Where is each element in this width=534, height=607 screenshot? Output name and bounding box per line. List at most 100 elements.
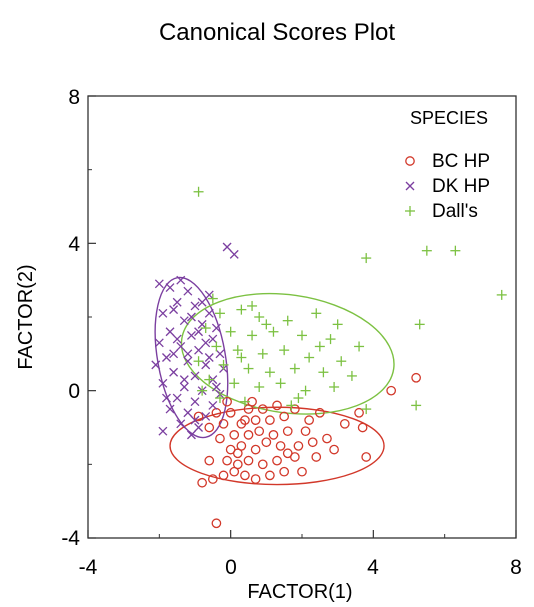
data-point-series-1 xyxy=(190,397,200,407)
confidence-ellipse-2 xyxy=(180,292,395,415)
data-point-series-1 xyxy=(151,360,161,370)
data-point-series-1 xyxy=(158,426,168,436)
data-point-series-0 xyxy=(297,466,307,477)
legend-marker-0 xyxy=(405,156,415,166)
data-point-series-2 xyxy=(214,393,225,404)
data-point-series-1 xyxy=(165,404,175,414)
data-point-series-1 xyxy=(169,305,179,315)
data-point-series-0 xyxy=(322,433,332,444)
data-point-series-1 xyxy=(211,382,221,392)
data-point-series-0 xyxy=(279,466,290,477)
data-point-series-2 xyxy=(336,356,347,367)
data-point-series-0 xyxy=(386,385,397,396)
data-point-series-0 xyxy=(232,459,243,470)
data-point-series-1 xyxy=(183,408,193,418)
data-point-series-0 xyxy=(361,452,372,462)
data-point-series-2 xyxy=(411,400,422,411)
data-point-series-0 xyxy=(225,407,236,418)
x-tick-label: -4 xyxy=(79,556,98,579)
data-point-series-2 xyxy=(314,341,325,352)
data-point-series-0 xyxy=(357,422,368,433)
data-point-series-2 xyxy=(257,348,268,359)
data-point-series-0 xyxy=(207,474,218,484)
data-point-series-2 xyxy=(254,312,265,322)
data-point-series-1 xyxy=(201,411,211,421)
x-tick-label: 0 xyxy=(225,556,237,579)
data-point-series-0 xyxy=(339,418,350,429)
data-point-series-0 xyxy=(215,433,225,444)
data-point-series-2 xyxy=(414,319,425,330)
data-point-series-0 xyxy=(222,455,232,466)
data-point-series-1 xyxy=(176,275,186,285)
y-tick-label: 8 xyxy=(68,86,80,109)
data-point-series-2 xyxy=(325,334,336,345)
data-point-series-0 xyxy=(354,407,364,418)
data-point-series-0 xyxy=(232,448,243,459)
data-point-series-2 xyxy=(300,385,311,396)
data-point-series-2 xyxy=(282,315,293,326)
data-point-series-0 xyxy=(261,437,272,448)
data-point-series-0 xyxy=(304,415,314,425)
data-point-series-1 xyxy=(204,290,214,300)
data-point-series-2 xyxy=(275,378,286,389)
data-point-series-2 xyxy=(225,326,236,337)
data-point-series-2 xyxy=(354,341,365,352)
data-point-series-0 xyxy=(311,452,322,462)
data-point-series-1 xyxy=(176,419,186,429)
data-point-series-2 xyxy=(193,186,204,197)
data-point-series-1 xyxy=(201,338,211,348)
data-point-series-1 xyxy=(165,327,175,337)
data-point-series-0 xyxy=(250,474,261,484)
data-point-series-2 xyxy=(311,308,322,319)
x-tick-label: 8 xyxy=(510,556,522,579)
data-point-series-1 xyxy=(190,371,200,381)
data-point-series-1 xyxy=(158,378,168,388)
data-point-series-0 xyxy=(222,396,232,407)
data-point-series-2 xyxy=(346,370,357,381)
data-point-series-1 xyxy=(222,242,232,252)
data-point-series-2 xyxy=(243,363,254,374)
data-point-series-1 xyxy=(194,345,204,355)
data-point-series-0 xyxy=(300,426,311,437)
data-point-series-0 xyxy=(218,418,229,429)
data-point-series-1 xyxy=(179,316,189,326)
data-point-series-0 xyxy=(265,470,275,481)
data-point-series-2 xyxy=(286,400,297,411)
y-tick-label: 4 xyxy=(68,233,80,256)
data-point-series-2 xyxy=(297,330,307,341)
data-point-series-0 xyxy=(250,415,261,425)
data-point-series-2 xyxy=(214,308,225,319)
data-point-series-1 xyxy=(183,286,193,296)
data-point-series-0 xyxy=(268,430,279,440)
data-point-series-0 xyxy=(272,455,282,466)
data-point-series-2 xyxy=(197,385,208,396)
data-point-series-2 xyxy=(450,245,461,256)
legend-marker-1 xyxy=(405,181,415,191)
data-point-series-2 xyxy=(293,393,304,404)
data-point-series-0 xyxy=(257,459,268,470)
data-point-series-2 xyxy=(304,352,315,363)
data-point-series-1 xyxy=(197,319,207,329)
data-point-series-1 xyxy=(172,334,182,344)
y-axis-label: FACTOR(2) xyxy=(15,264,37,369)
data-point-series-2 xyxy=(289,363,300,374)
data-point-series-1 xyxy=(176,342,186,351)
data-point-series-1 xyxy=(229,249,239,259)
data-point-series-2 xyxy=(239,396,250,407)
data-point-series-1 xyxy=(208,334,218,344)
data-point-series-2 xyxy=(421,245,432,256)
data-point-series-2 xyxy=(236,352,247,363)
data-point-series-2 xyxy=(200,323,211,334)
data-point-series-2 xyxy=(247,300,258,311)
data-point-series-0 xyxy=(193,411,204,422)
y-tick-label: 0 xyxy=(68,380,80,403)
data-point-series-0 xyxy=(204,422,215,433)
data-point-series-2 xyxy=(279,345,290,356)
data-point-series-0 xyxy=(282,426,293,437)
data-point-series-0 xyxy=(229,430,240,440)
data-point-series-2 xyxy=(261,319,272,330)
data-point-series-1 xyxy=(183,356,193,366)
data-point-series-1 xyxy=(211,323,221,333)
y-tick-label: -4 xyxy=(61,527,80,550)
